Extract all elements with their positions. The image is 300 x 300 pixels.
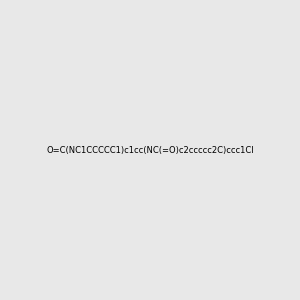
Text: O=C(NC1CCCCC1)c1cc(NC(=O)c2ccccc2C)ccc1Cl: O=C(NC1CCCCC1)c1cc(NC(=O)c2ccccc2C)ccc1C… xyxy=(46,146,254,154)
